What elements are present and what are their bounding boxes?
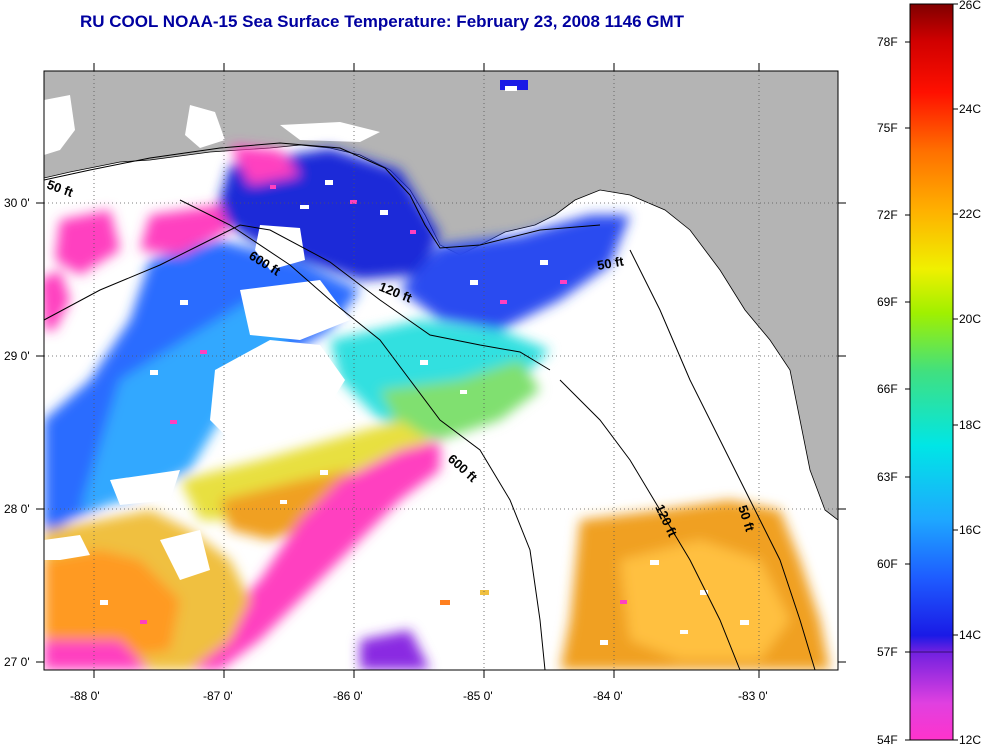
fahrenheit-label: 63F <box>877 470 898 484</box>
celsius-label: 22C <box>959 207 981 221</box>
celsius-label: 14C <box>959 628 981 642</box>
celsius-label: 20C <box>959 312 981 326</box>
map-title: RU COOL NOAA-15 Sea Surface Temperature:… <box>80 12 685 31</box>
fahrenheit-label: 72F <box>877 208 898 222</box>
lat-label: 27 0' <box>4 655 30 669</box>
fahrenheit-label: 60F <box>877 557 898 571</box>
lat-label: 29 0' <box>4 349 30 363</box>
lon-label: -83 0' <box>738 689 768 703</box>
lon-label: -88 0' <box>70 689 100 703</box>
celsius-label: 18C <box>959 418 981 432</box>
lon-label: -87 0' <box>203 689 233 703</box>
fahrenheit-label: 54F <box>877 733 898 747</box>
lat-label: 30 0' <box>4 196 30 210</box>
fahrenheit-label: 75F <box>877 121 898 135</box>
colorbar: 78F 75F 72F 69F 66F 63F 60F 57F 54F 26C … <box>877 0 981 747</box>
lat-label: 28 0' <box>4 502 30 516</box>
lon-label: -84 0' <box>593 689 623 703</box>
fahrenheit-label: 69F <box>877 295 898 309</box>
celsius-label: 16C <box>959 523 981 537</box>
fahrenheit-label: 66F <box>877 382 898 396</box>
celsius-label: 24C <box>959 102 981 116</box>
fahrenheit-label: 57F <box>877 645 898 659</box>
lon-label: -85 0' <box>463 689 493 703</box>
contour-label: 50 ft <box>596 253 626 273</box>
celsius-label: 12C <box>959 733 981 747</box>
celsius-label: 26C <box>959 0 981 12</box>
fahrenheit-label: 78F <box>877 35 898 49</box>
lon-label: -86 0' <box>333 689 363 703</box>
